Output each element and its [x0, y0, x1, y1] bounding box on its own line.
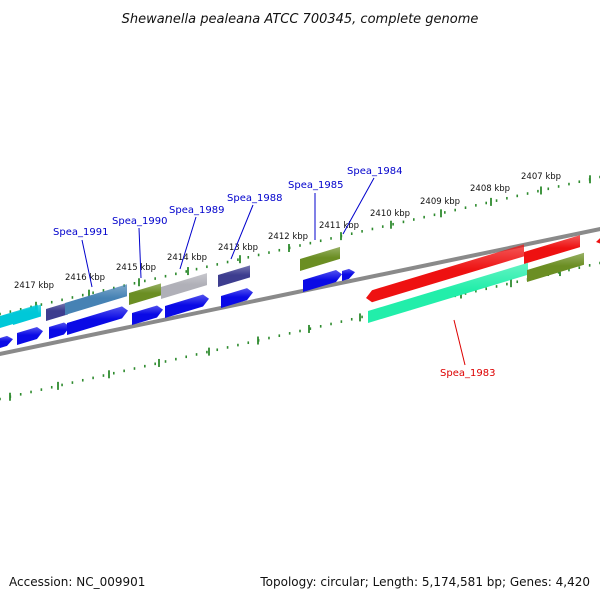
gene-leader-line [342, 177, 375, 235]
gene-arrow-blue [0, 335, 13, 348]
scale-label: 2417 kbp [14, 281, 54, 291]
gene-leader-line [179, 216, 197, 270]
gene-leader-line [81, 239, 93, 288]
gene-arrow-red [596, 238, 600, 244]
gene-arrow-blue [17, 326, 43, 345]
gene-label-spea-1991: Spea_1991 [53, 227, 108, 238]
scale-label: 2411 kbp [319, 221, 359, 231]
gene-feature-navy [218, 265, 250, 287]
gene-label-spea-1989: Spea_1989 [169, 205, 224, 216]
gene-feature-olive [129, 283, 161, 305]
scale-label: 2413 kbp [218, 243, 258, 253]
gene-feature-teal [368, 262, 528, 323]
gene-arrow-blue [67, 306, 128, 335]
scale-labels: 2417 kbp 2416 kbp 2415 kbp 2414 kbp 2413 kbp… [14, 172, 561, 291]
gene-feature-red [524, 235, 580, 264]
scale-label: 2407 kbp [521, 172, 561, 182]
scale-ticks [0, 175, 600, 401]
gene-feature-olive [300, 246, 340, 271]
gene-label-spea-1985: Spea_1985 [288, 180, 343, 191]
gene-feature-cyan [13, 304, 41, 325]
gene-feature-steel [65, 284, 127, 315]
scale-label: 2414 kbp [167, 253, 207, 263]
gene-arrow-blue [221, 288, 253, 308]
gene-arrow-blue [303, 270, 342, 292]
gene-label-spea-1988: Spea_1988 [227, 193, 282, 204]
scale-label: 2410 kbp [370, 209, 410, 219]
genome-backbone [0, 227, 600, 356]
gene-leader-line [453, 319, 466, 366]
scale-label: 2416 kbp [65, 273, 105, 283]
gene-feature-gray [161, 273, 207, 299]
scale-label: 2415 kbp [116, 263, 156, 273]
gene-features [0, 235, 600, 348]
gene-leader-line [138, 227, 142, 279]
gene-arrow-blue [132, 305, 163, 325]
accession-text: Accession: NC_009901 [9, 575, 146, 589]
gene-label-spea-1983: Spea_1983 [440, 368, 495, 379]
gene-arrow-blue [165, 294, 209, 318]
gene-feature-olive [527, 252, 584, 282]
gene-arrow-blue [49, 322, 70, 339]
gene-arrow-red [366, 244, 524, 303]
gene-arrow-blue [342, 268, 355, 281]
scale-label: 2412 kbp [268, 232, 308, 242]
gene-label-spea-1984: Spea_1984 [347, 166, 402, 177]
scale-label: 2409 kbp [420, 197, 460, 207]
scale-label: 2408 kbp [470, 184, 510, 194]
gene-leader-line [230, 204, 254, 260]
topology-text: Topology: circular; Length: 5,174,581 bp… [260, 575, 590, 589]
gene-label-spea-1990: Spea_1990 [112, 216, 167, 227]
gene-feature-navy [46, 302, 68, 321]
backbone-line [0, 227, 600, 356]
map-title: Shewanella pealeana ATCC 700345, complet… [122, 12, 479, 27]
